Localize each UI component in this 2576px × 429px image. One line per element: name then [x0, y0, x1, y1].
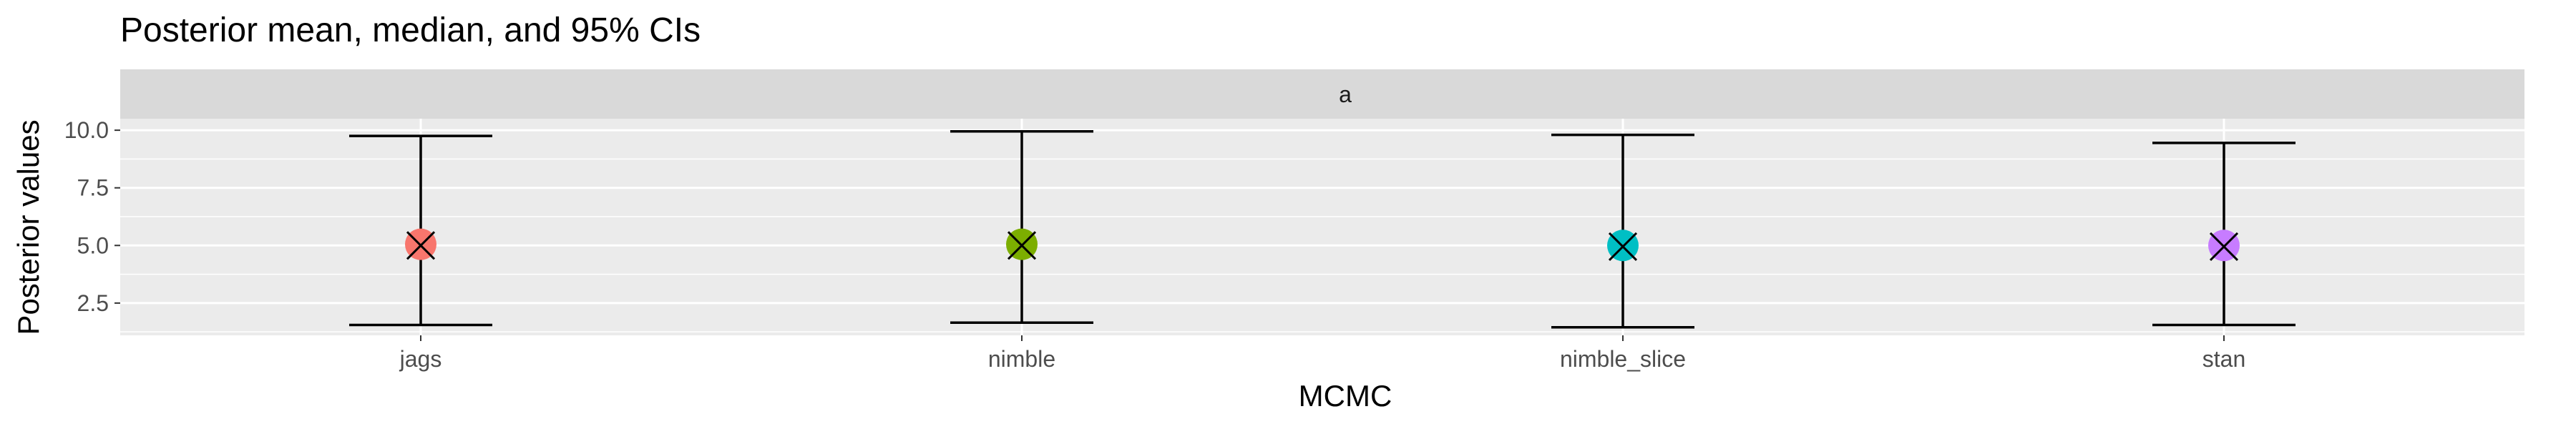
- median-marker-b: [1007, 231, 1037, 260]
- facet-strip: [120, 69, 2524, 119]
- x-axis-title: MCMC: [1299, 379, 1392, 413]
- facet-label: a: [1339, 82, 1352, 107]
- y-axis-title: Posterior values: [11, 119, 45, 335]
- x-tick-label: nimble: [988, 346, 1055, 372]
- y-tick-label: 2.5: [77, 290, 109, 316]
- x-axis: jags nimble nimble_slice stan: [399, 335, 2245, 372]
- plot-panel: [120, 119, 2524, 335]
- y-tick-label: 5.0: [77, 232, 109, 258]
- median-marker-b: [2209, 232, 2239, 261]
- x-tick-label: nimble_slice: [1560, 346, 1686, 372]
- y-tick-label: 7.5: [77, 175, 109, 201]
- x-tick-label: stan: [2202, 346, 2245, 372]
- x-tick-label: jags: [399, 346, 442, 372]
- y-tick-label: 10.0: [64, 117, 109, 143]
- y-axis: 2.5 5.0 7.5 10.0: [64, 117, 120, 316]
- data-marks: [349, 129, 2296, 329]
- median-marker-b: [406, 231, 436, 260]
- chart-title: Posterior mean, median, and 95% CIs: [120, 11, 701, 49]
- median-marker-b: [1608, 232, 1638, 261]
